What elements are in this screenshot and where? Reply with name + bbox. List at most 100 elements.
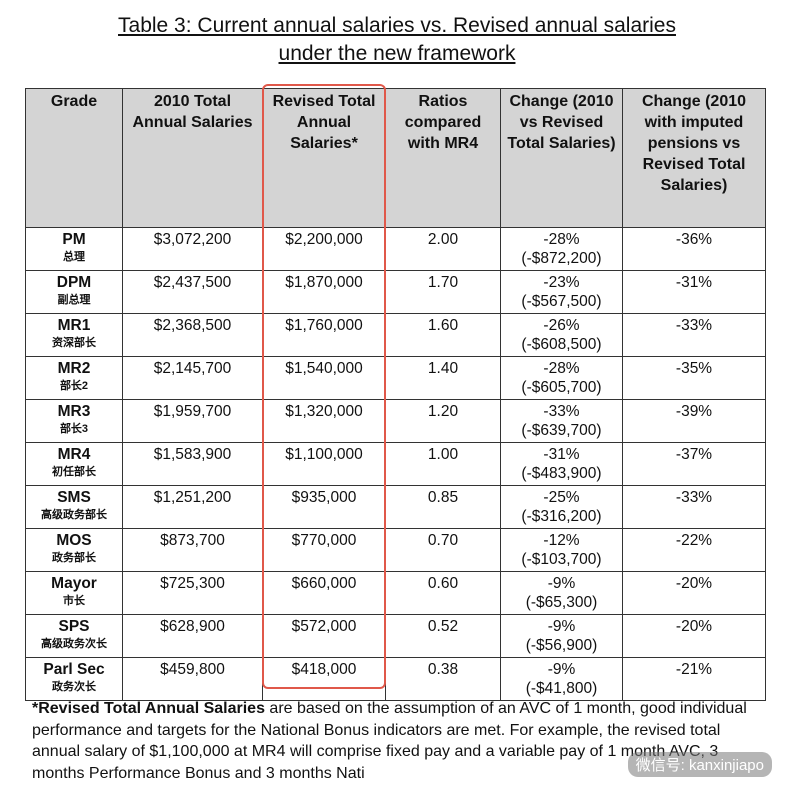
cell: 0.85 xyxy=(385,485,501,529)
grade-chinese: 总理 xyxy=(63,251,85,263)
header-row: Grade 2010 Total Annual Salaries Revised T… xyxy=(25,88,766,228)
title-line: Table 3: Current annual salaries vs. Rev… xyxy=(0,12,794,40)
column-header: 2010 Total Annual Salaries xyxy=(122,88,263,228)
change-amount: (-$103,700) xyxy=(521,551,602,568)
column-header: Change (2010 with imputed pensions vs Re… xyxy=(622,88,766,228)
change-pct: -26% xyxy=(543,317,580,334)
title-text: under the new framework xyxy=(278,42,516,65)
cell: 0.38 xyxy=(385,657,501,701)
table-row: PM 总理 $3,072,200 $2,200,000 2.00 -28% (-$872,2… xyxy=(25,227,766,271)
cell: $770,000 xyxy=(262,528,386,572)
cell: $3,072,200 xyxy=(122,227,263,271)
change-pct: -9% xyxy=(547,575,576,592)
grade-name: MR1 xyxy=(57,317,91,334)
cell: $873,700 xyxy=(122,528,263,572)
cell: 0.70 xyxy=(385,528,501,572)
grade-name: PM xyxy=(62,231,86,248)
grade-name: SPS xyxy=(58,618,90,635)
change-cell: -33% (-$639,700) xyxy=(500,399,623,443)
cell: $1,320,000 xyxy=(262,399,386,443)
change-pct: -33% xyxy=(543,403,580,420)
title-line: under the new framework xyxy=(0,40,794,68)
table-row: MOS 政务部长 $873,700 $770,000 0.70 -12% (-$103,70… xyxy=(25,528,766,572)
cell: $418,000 xyxy=(262,657,386,701)
table-row: MR3 部长3 $1,959,700 $1,320,000 1.20 -33% (-$639… xyxy=(25,399,766,443)
grade-cell: Parl Sec 政务次长 xyxy=(25,657,123,701)
footnote-bold: *Revised Total Annual Salaries xyxy=(32,700,265,717)
table-row: Mayor 市长 $725,300 $660,000 0.60 -9% (-$65,300)… xyxy=(25,571,766,615)
column-header: Change (2010 vs Revised Total Salaries) xyxy=(500,88,623,228)
cell: 0.60 xyxy=(385,571,501,615)
cell: -22% xyxy=(622,528,766,572)
cell: $1,959,700 xyxy=(122,399,263,443)
change-amount: (-$41,800) xyxy=(525,680,598,697)
watermark: 微信号: kanxinjiapo xyxy=(627,752,772,777)
grade-name: SMS xyxy=(57,489,91,506)
change-pct: -31% xyxy=(543,446,580,463)
cell: $1,760,000 xyxy=(262,313,386,357)
change-cell: -26% (-$608,500) xyxy=(500,313,623,357)
footnote-text: are based on the assumption of an AVC of… xyxy=(32,700,747,782)
grade-cell: SMS 高级政务部长 xyxy=(25,485,123,529)
cell: $2,437,500 xyxy=(122,270,263,314)
change-pct: -12% xyxy=(543,532,580,549)
cell: 1.20 xyxy=(385,399,501,443)
grade-name: Mayor xyxy=(51,575,97,592)
grade-cell: SPS 高级政务次长 xyxy=(25,614,123,658)
cell: $2,145,700 xyxy=(122,356,263,400)
grade-chinese: 资深部长 xyxy=(52,337,96,349)
change-cell: -28% (-$872,200) xyxy=(500,227,623,271)
grade-name: MR4 xyxy=(57,446,91,463)
cell: $628,900 xyxy=(122,614,263,658)
cell: $1,870,000 xyxy=(262,270,386,314)
table-row: MR4 初任部长 $1,583,900 $1,100,000 1.00 -31% (-$48… xyxy=(25,442,766,486)
cell: -37% xyxy=(622,442,766,486)
cell: -21% xyxy=(622,657,766,701)
change-amount: (-$605,700) xyxy=(521,379,602,396)
cell: -39% xyxy=(622,399,766,443)
cell: 0.52 xyxy=(385,614,501,658)
change-amount: (-$316,200) xyxy=(521,508,602,525)
highlight-box xyxy=(262,84,386,689)
table-row: Parl Sec 政务次长 $459,800 $418,000 0.38 -9% (-$41… xyxy=(25,657,766,701)
change-cell: -23% (-$567,500) xyxy=(500,270,623,314)
change-amount: (-$872,200) xyxy=(521,250,602,267)
change-amount: (-$608,500) xyxy=(521,336,602,353)
change-pct: -9% xyxy=(547,618,576,635)
table-row: MR1 资深部长 $2,368,500 $1,760,000 1.60 -26% (-$60… xyxy=(25,313,766,357)
table-row: SMS 高级政务部长 $1,251,200 $935,000 0.85 -25% (-$31… xyxy=(25,485,766,529)
grade-cell: MR2 部长2 xyxy=(25,356,123,400)
cell: $1,100,000 xyxy=(262,442,386,486)
cell: 1.40 xyxy=(385,356,501,400)
grade-cell: MOS 政务部长 xyxy=(25,528,123,572)
change-cell: -28% (-$605,700) xyxy=(500,356,623,400)
table-body: PM 总理 $3,072,200 $2,200,000 2.00 -28% (-$872,2… xyxy=(25,227,766,701)
cell: $935,000 xyxy=(262,485,386,529)
salary-table: Grade 2010 Total Annual Salaries Revised T… xyxy=(25,88,766,701)
cell: -20% xyxy=(622,614,766,658)
grade-name: MR2 xyxy=(57,360,91,377)
footnote: *Revised Total Annual Salaries are based… xyxy=(32,698,772,784)
change-amount: (-$639,700) xyxy=(521,422,602,439)
cell: 2.00 xyxy=(385,227,501,271)
change-cell: -25% (-$316,200) xyxy=(500,485,623,529)
cell: $572,000 xyxy=(262,614,386,658)
cell: 1.60 xyxy=(385,313,501,357)
table-row: MR2 部长2 $2,145,700 $1,540,000 1.40 -28% (-$605… xyxy=(25,356,766,400)
cell: -33% xyxy=(622,485,766,529)
grade-cell: PM 总理 xyxy=(25,227,123,271)
change-cell: -12% (-$103,700) xyxy=(500,528,623,572)
cell: 1.70 xyxy=(385,270,501,314)
change-pct: -28% xyxy=(543,360,580,377)
change-amount: (-$65,300) xyxy=(525,594,598,611)
cell: $1,583,900 xyxy=(122,442,263,486)
grade-chinese: 政务次长 xyxy=(52,681,96,693)
grade-chinese: 市长 xyxy=(63,595,85,607)
grade-name: DPM xyxy=(56,274,92,291)
grade-cell: MR3 部长3 xyxy=(25,399,123,443)
grade-chinese: 副总理 xyxy=(57,294,91,306)
table-row: SPS 高级政务次长 $628,900 $572,000 0.52 -9% (-$56,90… xyxy=(25,614,766,658)
grade-chinese: 政务部长 xyxy=(52,552,96,564)
grade-chinese: 初任部长 xyxy=(52,466,96,478)
cell: $1,540,000 xyxy=(262,356,386,400)
